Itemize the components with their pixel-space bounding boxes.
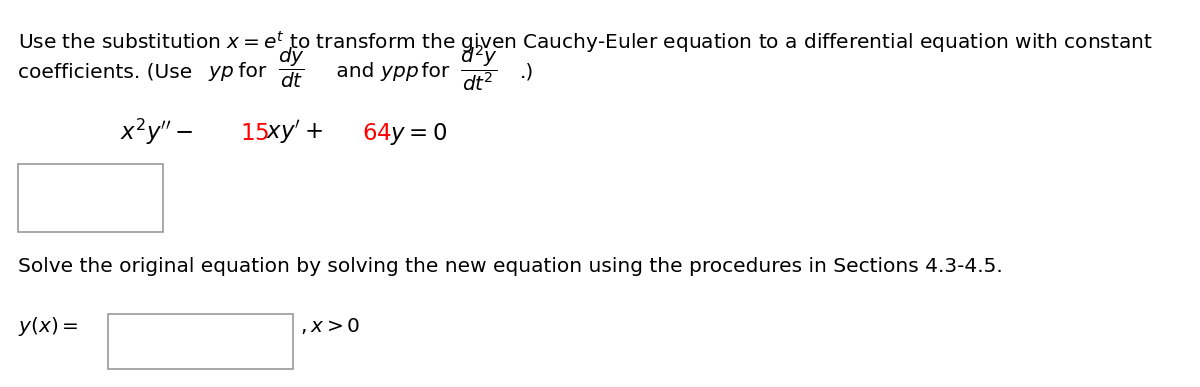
Bar (108, 314, 293, 369)
Text: $y(x) =$: $y(x) =$ (18, 315, 79, 338)
Text: $\dfrac{dy}{dt}$: $\dfrac{dy}{dt}$ (278, 46, 305, 90)
Text: Use the substitution $x = e^t$ to transform the given Cauchy-Euler equation to a: Use the substitution $x = e^t$ to transf… (18, 29, 1153, 55)
Text: for: for (415, 62, 456, 81)
Text: Solve the original equation by solving the new equation using the procedures in : Solve the original equation by solving t… (18, 257, 1003, 276)
Text: .): .) (520, 62, 534, 81)
Text: $x^2y'' - $: $x^2y'' - $ (120, 117, 193, 147)
Text: $y = 0$: $y = 0$ (390, 121, 448, 147)
Text: $\mathit{ypp}$: $\mathit{ypp}$ (380, 64, 419, 83)
Text: $15$: $15$ (240, 122, 269, 145)
Text: coefficients. (Use: coefficients. (Use (18, 62, 199, 81)
Text: $, x > 0$: $, x > 0$ (300, 316, 360, 336)
Text: $\mathit{yp}$: $\mathit{yp}$ (208, 64, 234, 83)
Text: $xy' + $: $xy' + $ (266, 120, 323, 147)
Text: for: for (232, 62, 272, 81)
Bar (18, 164, 163, 232)
Text: and: and (330, 62, 380, 81)
Text: $64$: $64$ (362, 122, 392, 145)
Text: $\dfrac{d^2y}{dt^2}$: $\dfrac{d^2y}{dt^2}$ (460, 43, 498, 93)
